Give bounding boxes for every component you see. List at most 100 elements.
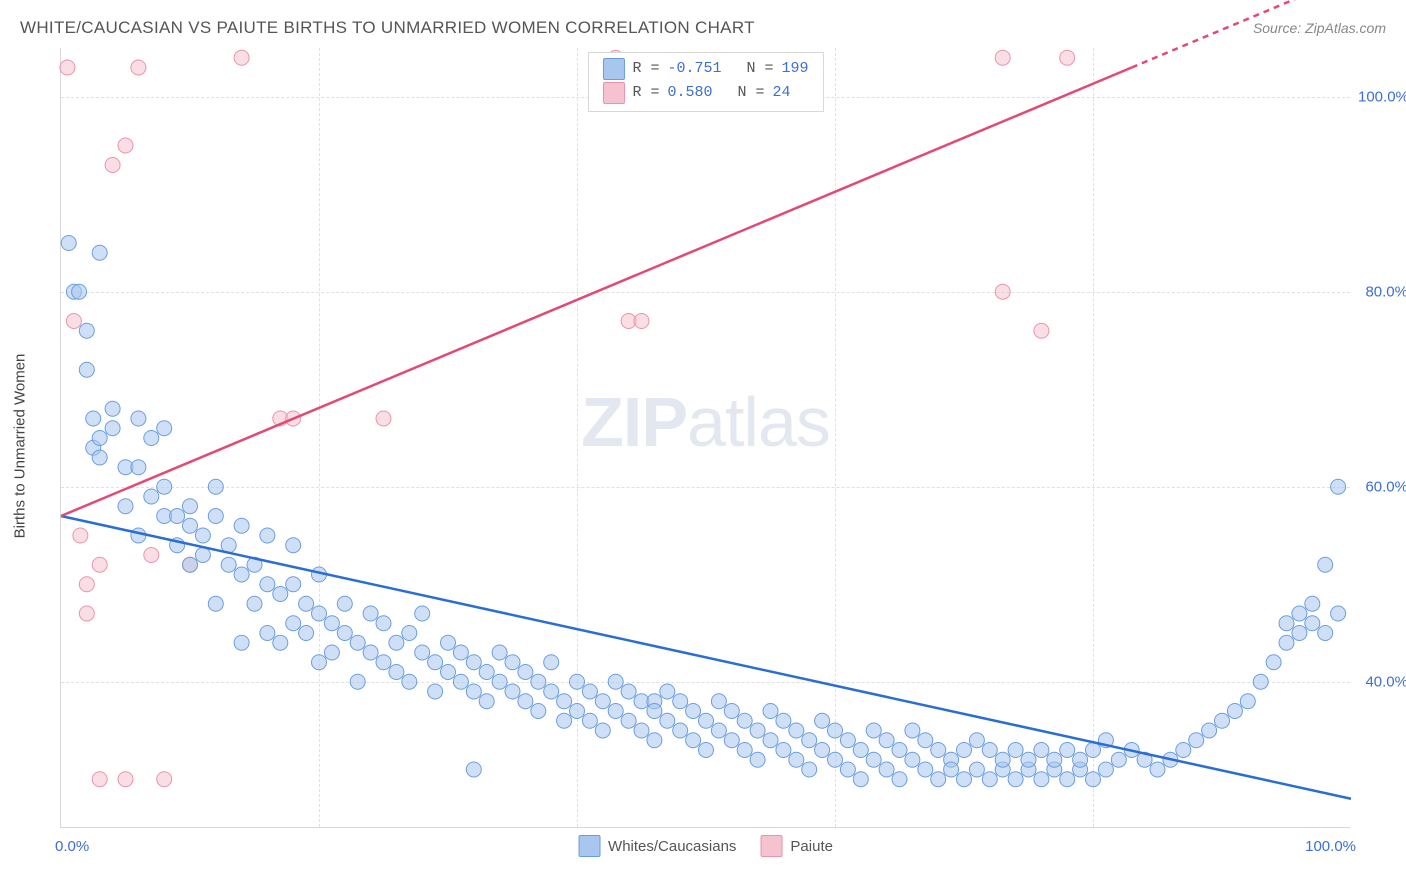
point-white (1318, 626, 1333, 641)
point-white (1176, 743, 1191, 758)
point-white (724, 733, 739, 748)
point-white (1189, 733, 1204, 748)
point-white (595, 723, 610, 738)
point-white (582, 713, 597, 728)
point-white (273, 587, 288, 602)
point-white (673, 723, 688, 738)
point-white (131, 460, 146, 475)
point-white (944, 762, 959, 777)
chart-title: WHITE/CAUCASIAN VS PAIUTE BIRTHS TO UNMA… (20, 18, 755, 38)
point-white (905, 723, 920, 738)
point-white (363, 606, 378, 621)
point-paiute (1034, 323, 1049, 338)
point-white (557, 713, 572, 728)
point-white (776, 743, 791, 758)
point-white (1227, 704, 1242, 719)
point-white (711, 723, 726, 738)
point-white (144, 431, 159, 446)
point-white (544, 684, 559, 699)
point-white (802, 733, 817, 748)
point-white (595, 694, 610, 709)
point-white (350, 674, 365, 689)
point-white (802, 762, 817, 777)
point-white (840, 762, 855, 777)
point-white (995, 752, 1010, 767)
point-white (208, 596, 223, 611)
point-white (686, 704, 701, 719)
point-white (763, 733, 778, 748)
legend-row-paiute: R = 0.580 N = 24 (602, 81, 808, 105)
point-white (1008, 743, 1023, 758)
legend-label-paiute: Paiute (790, 838, 833, 855)
point-white (608, 704, 623, 719)
point-white (840, 733, 855, 748)
point-white (1034, 743, 1049, 758)
ytick-label: 60.0% (1358, 478, 1406, 495)
point-paiute (73, 528, 88, 543)
point-white (969, 733, 984, 748)
swatch-white-bottom (578, 835, 600, 857)
point-white (1318, 557, 1333, 572)
point-white (92, 431, 107, 446)
ytick-label: 80.0% (1358, 283, 1406, 300)
point-white (1240, 694, 1255, 709)
point-white (918, 733, 933, 748)
point-white (221, 557, 236, 572)
point-white (208, 479, 223, 494)
point-white (1008, 772, 1023, 787)
point-white (337, 626, 352, 641)
point-white (144, 489, 159, 504)
point-white (1215, 713, 1230, 728)
point-white (92, 450, 107, 465)
point-white (634, 723, 649, 738)
point-white (1266, 655, 1281, 670)
point-white (337, 596, 352, 611)
point-white (1111, 752, 1126, 767)
point-white (299, 626, 314, 641)
point-white (441, 635, 456, 650)
point-white (505, 655, 520, 670)
point-white (286, 538, 301, 553)
point-white (1034, 772, 1049, 787)
point-white (557, 694, 572, 709)
point-white (776, 713, 791, 728)
point-paiute (234, 50, 249, 65)
point-white (260, 577, 275, 592)
point-white (118, 499, 133, 514)
point-white (957, 772, 972, 787)
point-white (1086, 743, 1101, 758)
point-white (183, 499, 198, 514)
point-white (531, 674, 546, 689)
point-white (234, 567, 249, 582)
point-white (1202, 723, 1217, 738)
point-white (157, 421, 172, 436)
point-white (389, 635, 404, 650)
point-white (918, 762, 933, 777)
point-white (892, 772, 907, 787)
source-label: Source: ZipAtlas.com (1253, 20, 1386, 36)
legend-row-white: R = -0.751 N = 199 (602, 57, 808, 81)
point-white (376, 616, 391, 631)
point-white (763, 704, 778, 719)
point-paiute (66, 314, 81, 329)
point-white (324, 616, 339, 631)
point-white (518, 694, 533, 709)
point-white (363, 645, 378, 660)
point-white (86, 411, 101, 426)
point-white (324, 645, 339, 660)
point-white (621, 713, 636, 728)
point-white (286, 616, 301, 631)
point-white (479, 694, 494, 709)
point-paiute (118, 772, 133, 787)
point-white (957, 743, 972, 758)
point-white (750, 752, 765, 767)
point-white (711, 694, 726, 709)
point-white (389, 665, 404, 680)
point-paiute (131, 60, 146, 75)
point-white (79, 362, 94, 377)
point-white (1331, 606, 1346, 621)
point-white (376, 655, 391, 670)
point-white (660, 713, 675, 728)
point-white (350, 635, 365, 650)
point-white (428, 684, 443, 699)
